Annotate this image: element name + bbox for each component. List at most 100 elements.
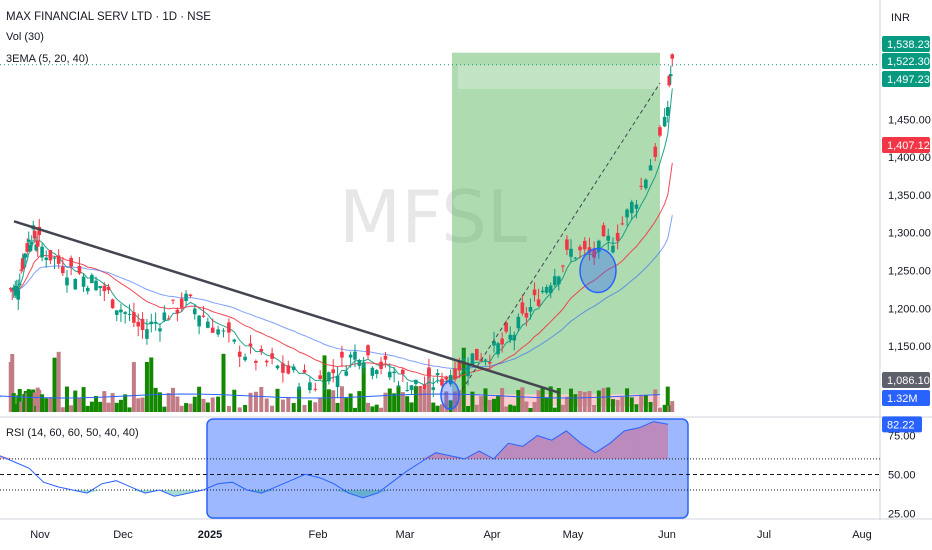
candle-body bbox=[37, 226, 42, 236]
volume-bar bbox=[331, 390, 336, 412]
chart-drawings[interactable] bbox=[0, 64, 880, 410]
ema-legend[interactable]: 3EMA (5, 20, 40) bbox=[6, 53, 89, 65]
candle-body bbox=[16, 289, 21, 300]
volume-bar bbox=[264, 398, 269, 412]
candle-body bbox=[516, 316, 521, 329]
candle-body bbox=[90, 274, 94, 284]
volume-legend[interactable]: Vol (30) bbox=[6, 31, 44, 43]
volume-bar bbox=[153, 387, 158, 412]
candle-body bbox=[35, 240, 40, 247]
volume-bar bbox=[552, 407, 557, 412]
candle-body bbox=[162, 312, 167, 321]
candle-body bbox=[536, 299, 541, 306]
volume-bar bbox=[171, 387, 176, 412]
volume-bar bbox=[548, 386, 553, 412]
candle-body bbox=[302, 370, 307, 373]
volume-bar bbox=[98, 401, 103, 412]
candle-body bbox=[106, 286, 111, 291]
candle-body bbox=[188, 294, 193, 297]
candle-body bbox=[435, 373, 440, 375]
volume-bar bbox=[524, 401, 529, 412]
candle-body bbox=[500, 338, 504, 345]
volume-bar bbox=[409, 402, 414, 412]
volume-bar bbox=[431, 402, 436, 412]
candle-body bbox=[40, 246, 44, 258]
volume-histogram bbox=[0, 347, 675, 412]
candle-body bbox=[73, 279, 78, 290]
candle-body bbox=[444, 376, 449, 380]
candle-body bbox=[216, 329, 220, 335]
candle-body bbox=[153, 321, 158, 324]
price-axis[interactable]: 1,150.00 1,200.00 1,250.00 1,300.00 1,350.00… bbox=[888, 114, 931, 353]
candle-body bbox=[601, 225, 606, 237]
symbol-watermark: MFSL bbox=[339, 175, 527, 259]
volume-bar bbox=[188, 403, 193, 412]
volume-bar bbox=[564, 396, 569, 412]
candle-body bbox=[573, 257, 578, 259]
volume-bar bbox=[374, 404, 379, 412]
candle-body bbox=[171, 299, 175, 301]
rsi-line bbox=[0, 421, 669, 499]
price-tick-label: 1,150.00 bbox=[888, 341, 931, 353]
candle-body bbox=[85, 288, 90, 292]
candle-body bbox=[69, 257, 73, 267]
candle-body bbox=[569, 248, 573, 257]
volume-bar bbox=[352, 407, 357, 412]
volume-bar bbox=[94, 396, 99, 412]
candle-body bbox=[532, 289, 537, 296]
candle-body bbox=[625, 209, 629, 218]
symbol-title[interactable]: MAX FINANCIAL SERV LTD · 1D · NSE bbox=[6, 11, 211, 23]
price-badges: 1,538.23 1,522.30 1,497.23 1,407.12 1,086.10… bbox=[882, 36, 930, 406]
volume-bar bbox=[175, 396, 180, 412]
rsi-overbought-fill bbox=[551, 430, 567, 459]
volume-bar bbox=[131, 362, 136, 412]
time-tick-label: Dec bbox=[113, 529, 133, 541]
currency-label[interactable]: INR bbox=[891, 12, 910, 24]
candle-body bbox=[10, 290, 15, 292]
candle-body bbox=[275, 365, 280, 369]
price-badge-label: 1,086.10 bbox=[887, 375, 930, 387]
volume-bar bbox=[540, 386, 545, 412]
volume-bar bbox=[426, 367, 431, 412]
volume-bar bbox=[560, 404, 565, 412]
volume-bar bbox=[10, 353, 15, 412]
candle-body bbox=[629, 201, 634, 214]
volume-bar bbox=[118, 399, 123, 412]
candle-body bbox=[335, 375, 340, 388]
candle-body bbox=[639, 185, 643, 187]
candle-body bbox=[179, 298, 184, 308]
time-axis[interactable]: Nov Dec 2025 Feb Mar Apr May Jun Jul Aug bbox=[30, 529, 872, 541]
candle-body bbox=[29, 242, 34, 245]
candle-body bbox=[440, 378, 444, 386]
volume-bar bbox=[629, 397, 634, 412]
rsi-legend[interactable]: RSI (14, 60, 60, 50, 40, 40) bbox=[6, 427, 139, 439]
volume-bar bbox=[625, 388, 630, 412]
candle-body bbox=[237, 351, 242, 357]
price-badge bbox=[882, 36, 930, 52]
volume-bar bbox=[648, 402, 653, 412]
rsi-tick-label: 50.00 bbox=[888, 469, 916, 481]
candle-body bbox=[670, 54, 675, 59]
volume-bar bbox=[73, 390, 78, 412]
volume-bar bbox=[492, 398, 497, 412]
candle-body bbox=[520, 302, 525, 314]
candle-body bbox=[418, 386, 423, 388]
zone-highlight bbox=[458, 64, 660, 90]
long-position-tool[interactable] bbox=[452, 52, 660, 407]
candle-body bbox=[540, 290, 545, 293]
rsi-overbought-fill bbox=[522, 435, 538, 459]
rsi-overbought-fill bbox=[609, 430, 625, 459]
volume-bar bbox=[615, 399, 620, 412]
candle-body bbox=[353, 351, 357, 360]
candle-body bbox=[668, 74, 673, 77]
volume-bar bbox=[52, 357, 57, 412]
volume-bar bbox=[500, 388, 505, 412]
volume-bar bbox=[366, 402, 371, 412]
volume-bar bbox=[32, 392, 37, 412]
candle-body bbox=[318, 375, 322, 379]
candle-body bbox=[409, 385, 414, 391]
candle-body bbox=[149, 321, 154, 325]
volume-bar bbox=[313, 402, 318, 412]
rsi-overbought-fill bbox=[537, 435, 552, 459]
